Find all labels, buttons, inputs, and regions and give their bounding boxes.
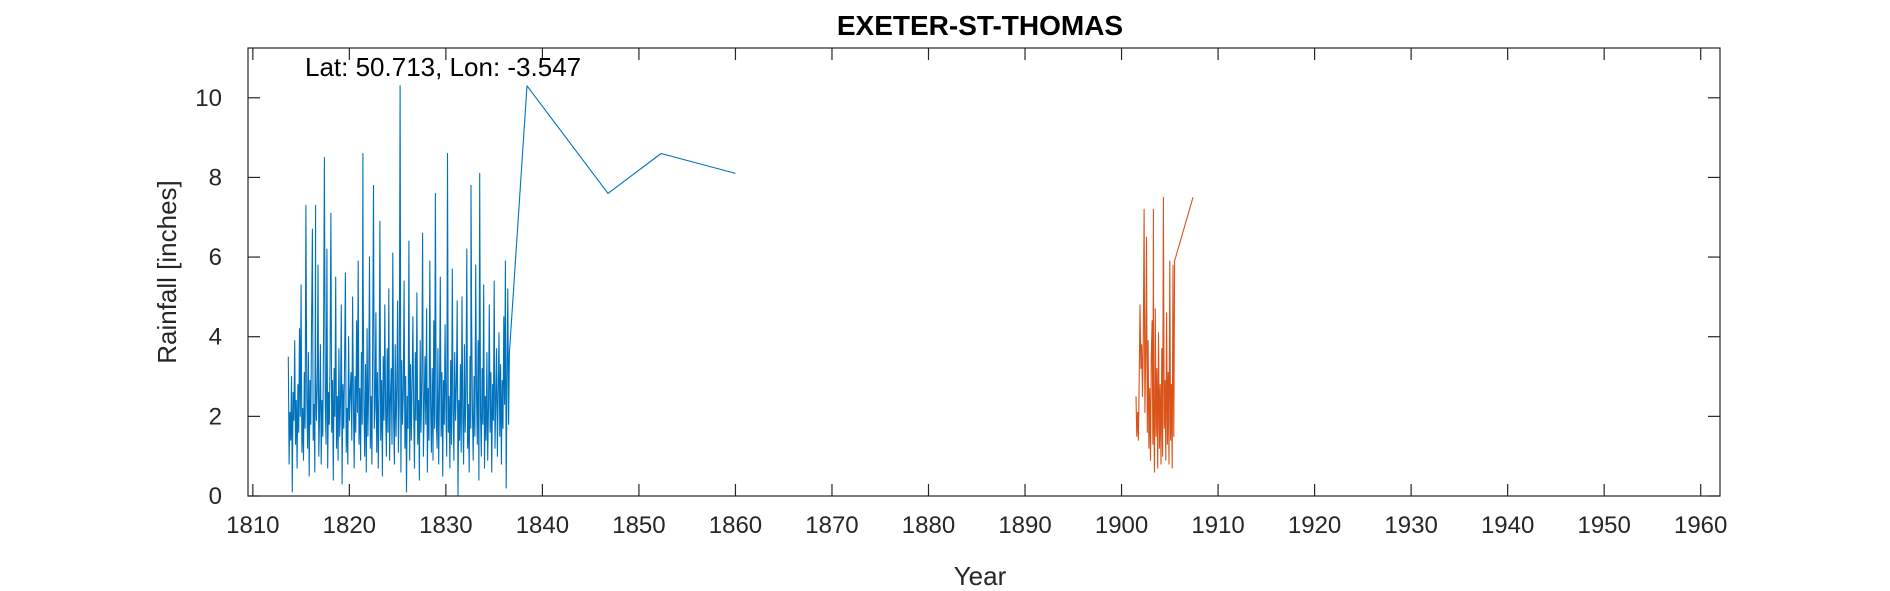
x-tick-label: 1870 bbox=[805, 512, 858, 539]
y-tick-label: 10 bbox=[195, 85, 222, 112]
x-tick-label: 1840 bbox=[516, 512, 569, 539]
x-tick-label: 1810 bbox=[226, 512, 279, 539]
x-tick-label: 1830 bbox=[419, 512, 472, 539]
chart-title: EXETER-ST-THOMAS bbox=[837, 10, 1123, 41]
x-tick-label: 1820 bbox=[323, 512, 376, 539]
axes-box bbox=[247, 47, 1721, 497]
x-tick-label: 1950 bbox=[1577, 512, 1630, 539]
y-tick-label: 6 bbox=[209, 244, 222, 271]
series-1-line bbox=[287, 85, 736, 497]
y-axis-label: Rainfall [inches] bbox=[152, 180, 182, 364]
y-tick-label: 4 bbox=[209, 324, 222, 351]
x-tick-label: 1900 bbox=[1095, 512, 1148, 539]
ticks-layer: 1810 1820 1830 1840 1850 1860 1870 1880 1890 1900… bbox=[195, 48, 1727, 539]
x-tick-label: 1920 bbox=[1288, 512, 1341, 539]
y-tick-label: 8 bbox=[209, 164, 222, 191]
series-2-line bbox=[1135, 196, 1194, 473]
series-layer bbox=[287, 85, 1194, 497]
x-tick-label: 1860 bbox=[709, 512, 762, 539]
x-tick-label: 1880 bbox=[902, 512, 955, 539]
x-tick-label: 1910 bbox=[1191, 512, 1244, 539]
y-tick-label: 0 bbox=[209, 483, 222, 510]
x-axis-label: Year bbox=[954, 561, 1007, 591]
x-tick-label: 1930 bbox=[1384, 512, 1437, 539]
x-tick-label: 1960 bbox=[1674, 512, 1727, 539]
location-annotation: Lat: 50.713, Lon: -3.547 bbox=[305, 52, 581, 82]
x-tick-label: 1940 bbox=[1481, 512, 1534, 539]
x-tick-label: 1850 bbox=[612, 512, 665, 539]
x-tick-label: 1890 bbox=[998, 512, 1051, 539]
y-tick-label: 2 bbox=[209, 403, 222, 430]
